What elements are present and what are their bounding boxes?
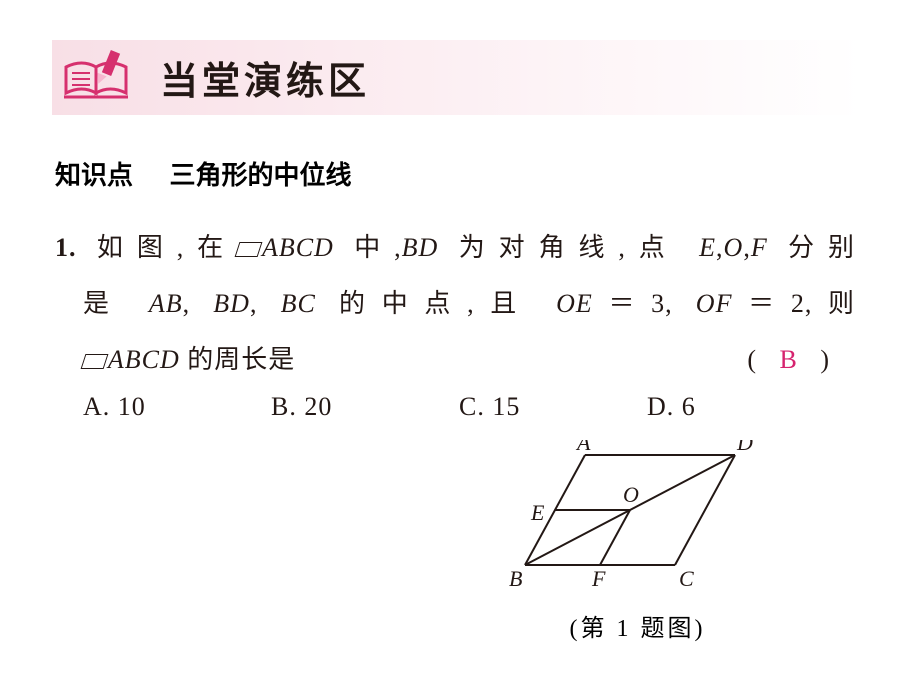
q-math: AB — [149, 289, 183, 318]
svg-text:E: E — [530, 500, 545, 525]
q-math: E — [699, 233, 716, 262]
q-math: O — [724, 233, 744, 262]
answer-bracket: ( B ) — [747, 334, 830, 386]
parallelogram-icon — [235, 242, 263, 257]
kp-title: 三角形的中位线 — [169, 160, 351, 190]
q-text: 为对角线,点 — [459, 233, 679, 262]
option-value: 6 — [682, 392, 696, 421]
q-text: ＝3, — [593, 289, 673, 318]
q-text: ＝2,则 — [732, 289, 855, 318]
svg-text:A: A — [575, 440, 591, 455]
q-text: , — [743, 233, 751, 262]
option-b: B. 20 — [271, 392, 459, 422]
option-label: A. — [83, 392, 110, 421]
question-line-1: 1. 如图,在ABCD 中,BD 为对角线,点 E,O,F 分别 — [55, 222, 855, 274]
q-math: ABCD — [262, 233, 334, 262]
parallelogram-icon — [81, 354, 109, 369]
kp-label: 知识点 — [55, 160, 133, 190]
question-line-2: 是 AB, BD, BC 的中点,且 OE＝3, OF＝2,则 — [55, 278, 855, 330]
q-text: 的周长是 — [187, 345, 295, 374]
q-math: ABCD — [108, 345, 180, 374]
book-pencil-icon — [62, 49, 140, 107]
q-math: F — [751, 233, 768, 262]
q-text: 分别 — [788, 233, 855, 262]
answer-letter: B — [779, 345, 797, 374]
option-label: C. — [459, 392, 485, 421]
figure-1: A D B C E O F (第 1 题图) — [505, 440, 770, 643]
options-row: A. 10 B. 20 C. 15 D. 6 — [55, 392, 835, 422]
q-math: OE — [556, 289, 593, 318]
q-text: , — [250, 289, 258, 318]
q-math: BD — [213, 289, 250, 318]
svg-text:B: B — [509, 566, 522, 591]
svg-text:C: C — [679, 566, 694, 591]
paren-left: ( — [747, 345, 757, 374]
option-value: 15 — [492, 392, 520, 421]
svg-text:F: F — [591, 566, 606, 591]
q-math: OF — [696, 289, 733, 318]
q-text: 中, — [354, 233, 401, 262]
knowledge-point: 知识点 三角形的中位线 — [55, 155, 855, 192]
content-area: 知识点 三角形的中位线 1. 如图,在ABCD 中,BD 为对角线,点 E,O,… — [55, 155, 855, 422]
option-value: 10 — [118, 392, 146, 421]
q-text: 如图,在 — [97, 233, 237, 262]
banner-title: 当堂演练区 — [160, 50, 370, 105]
option-d: D. 6 — [647, 392, 835, 422]
question-line-3: ABCD 的周长是 ( B ) — [55, 334, 855, 386]
option-c: C. 15 — [459, 392, 647, 422]
option-label: B. — [271, 392, 297, 421]
svg-text:O: O — [623, 482, 639, 507]
option-value: 20 — [304, 392, 332, 421]
paren-right: ) — [820, 345, 830, 374]
figure-caption: (第 1 题图) — [505, 608, 770, 643]
option-label: D. — [647, 392, 674, 421]
q-math: BC — [281, 289, 316, 318]
q-text: , — [183, 289, 191, 318]
option-a: A. 10 — [83, 392, 271, 422]
q-text: , — [716, 233, 724, 262]
q-text: 的中点,且 — [339, 289, 533, 318]
svg-text:D: D — [736, 440, 753, 455]
q-math: BD — [402, 233, 439, 262]
geometry-diagram: A D B C E O F — [505, 440, 760, 595]
question-1: 1. 如图,在ABCD 中,BD 为对角线,点 E,O,F 分别 是 AB, B… — [55, 222, 855, 422]
question-number: 1. — [55, 233, 77, 262]
q-text: 是 — [83, 289, 126, 318]
section-banner: 当堂演练区 — [52, 40, 862, 115]
